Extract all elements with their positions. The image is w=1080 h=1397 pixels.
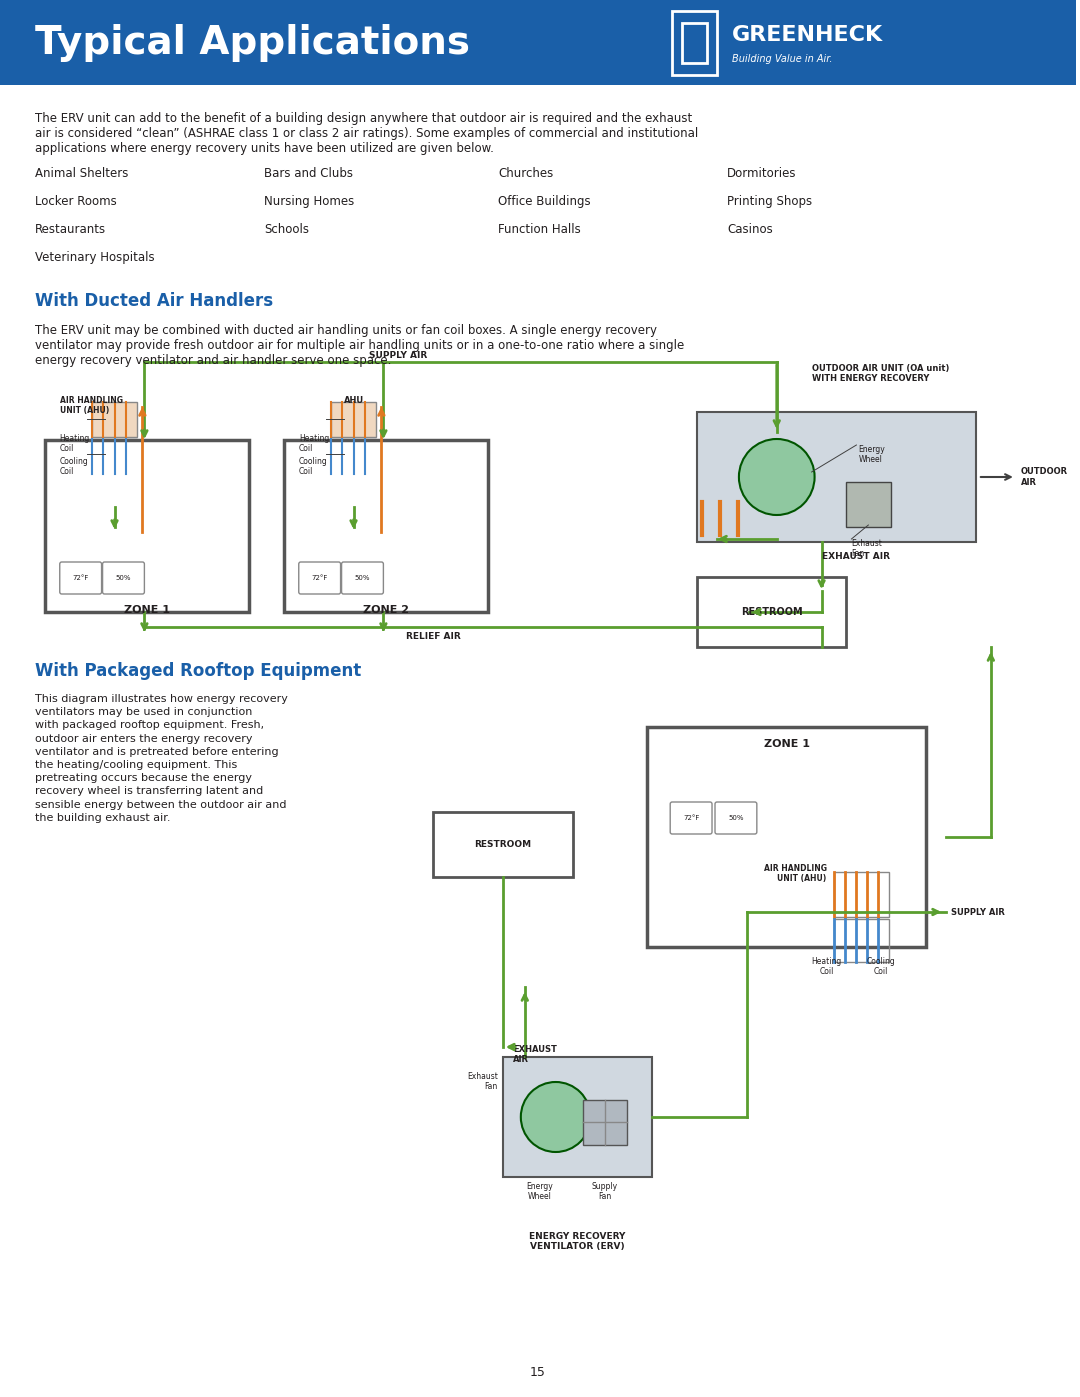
Text: Heating
Coil: Heating Coil — [59, 434, 90, 454]
Bar — [92, 402, 137, 437]
Bar — [332, 402, 376, 437]
Bar — [683, 22, 707, 63]
Bar — [697, 577, 847, 647]
Circle shape — [739, 439, 814, 515]
Text: Animal Shelters: Animal Shelters — [35, 168, 129, 180]
Text: AHU: AHU — [343, 395, 364, 405]
Text: Veterinary Hospitals: Veterinary Hospitals — [35, 251, 154, 264]
Text: Exhaust
Fan: Exhaust Fan — [467, 1071, 498, 1091]
Text: 50%: 50% — [728, 814, 744, 821]
Text: Bars and Clubs: Bars and Clubs — [264, 168, 353, 180]
Text: RELIEF AIR: RELIEF AIR — [406, 631, 460, 641]
Text: AIR HANDLING
UNIT (AHU): AIR HANDLING UNIT (AHU) — [59, 395, 123, 415]
Bar — [582, 1099, 627, 1146]
Bar — [0, 0, 1076, 85]
FancyBboxPatch shape — [671, 802, 712, 834]
Text: 72°F: 72°F — [311, 576, 328, 581]
Text: Heating
Coil: Heating Coil — [811, 957, 841, 977]
Text: Energy
Wheel: Energy Wheel — [526, 1182, 553, 1201]
Text: Casinos: Casinos — [727, 224, 772, 236]
Text: The ERV unit can add to the benefit of a building design anywhere that outdoor a: The ERV unit can add to the benefit of a… — [35, 112, 698, 155]
Text: EXHAUST AIR: EXHAUST AIR — [822, 552, 890, 562]
Text: Building Value in Air.: Building Value in Air. — [732, 53, 833, 63]
Bar — [332, 439, 376, 474]
Text: ZONE 1: ZONE 1 — [764, 739, 810, 749]
Circle shape — [99, 476, 130, 507]
FancyBboxPatch shape — [715, 802, 757, 834]
Bar — [672, 11, 717, 74]
Text: Locker Rooms: Locker Rooms — [35, 196, 117, 208]
Text: Printing Shops: Printing Shops — [727, 196, 812, 208]
Text: Office Buildings: Office Buildings — [498, 196, 591, 208]
Text: Heating
Coil: Heating Coil — [299, 434, 329, 454]
Text: ZONE 2: ZONE 2 — [363, 605, 409, 615]
Bar — [433, 812, 572, 877]
Text: This diagram illustrates how energy recovery
ventilators may be used in conjunct: This diagram illustrates how energy reco… — [35, 694, 287, 823]
Text: With Ducted Air Handlers: With Ducted Air Handlers — [35, 292, 273, 310]
Text: Typical Applications: Typical Applications — [35, 24, 470, 61]
Text: RESTROOM: RESTROOM — [741, 608, 802, 617]
Text: 50%: 50% — [116, 576, 132, 581]
Text: 72°F: 72°F — [683, 814, 699, 821]
Text: With Packaged Rooftop Equipment: With Packaged Rooftop Equipment — [35, 662, 361, 680]
FancyBboxPatch shape — [59, 562, 102, 594]
Bar — [284, 440, 488, 612]
Text: ENERGY RECOVERY
VENTILATOR (ERV): ENERGY RECOVERY VENTILATOR (ERV) — [529, 1232, 625, 1252]
Bar — [647, 726, 927, 947]
Text: SUPPLY AIR: SUPPLY AIR — [951, 908, 1004, 916]
Circle shape — [339, 476, 368, 507]
Text: 72°F: 72°F — [72, 576, 89, 581]
Text: EXHAUST
AIR: EXHAUST AIR — [513, 1045, 556, 1065]
Text: Restaurants: Restaurants — [35, 224, 106, 236]
Text: Cooling
Coil: Cooling Coil — [299, 457, 327, 476]
Text: AIR HANDLING
UNIT (AHU): AIR HANDLING UNIT (AHU) — [764, 863, 826, 883]
Text: Schools: Schools — [264, 224, 309, 236]
Bar — [847, 482, 891, 527]
Text: RESTROOM: RESTROOM — [474, 840, 531, 849]
Text: 50%: 50% — [354, 576, 370, 581]
Text: Function Halls: Function Halls — [498, 224, 581, 236]
FancyBboxPatch shape — [103, 562, 145, 594]
Text: OUTDOOR AIR UNIT (OA unit)
WITH ENERGY RECOVERY: OUTDOOR AIR UNIT (OA unit) WITH ENERGY R… — [811, 365, 949, 383]
Text: Exhaust
Fan: Exhaust Fan — [851, 539, 882, 559]
Text: OUTDOOR
AIR: OUTDOOR AIR — [1021, 468, 1068, 486]
Bar — [503, 1058, 652, 1178]
Text: Nursing Homes: Nursing Homes — [264, 196, 354, 208]
Text: Cooling
Coil: Cooling Coil — [59, 457, 89, 476]
FancyBboxPatch shape — [299, 562, 340, 594]
Text: Cooling
Coil: Cooling Coil — [867, 957, 895, 977]
Text: ZONE 1: ZONE 1 — [124, 605, 170, 615]
Bar — [697, 412, 976, 542]
Text: 15: 15 — [530, 1365, 545, 1379]
Bar — [92, 439, 137, 474]
Text: SUPPLY AIR: SUPPLY AIR — [369, 351, 428, 360]
Text: Dormitories: Dormitories — [727, 168, 796, 180]
Circle shape — [521, 1083, 591, 1153]
Text: GREENHECK: GREENHECK — [732, 25, 883, 45]
Bar — [44, 440, 249, 612]
Text: Churches: Churches — [498, 168, 553, 180]
FancyBboxPatch shape — [341, 562, 383, 594]
Bar — [834, 919, 889, 963]
Bar — [834, 872, 889, 916]
Text: Energy
Wheel: Energy Wheel — [859, 446, 886, 464]
Text: The ERV unit may be combined with ducted air handling units or fan coil boxes. A: The ERV unit may be combined with ducted… — [35, 324, 684, 367]
Text: Supply
Fan: Supply Fan — [592, 1182, 618, 1201]
